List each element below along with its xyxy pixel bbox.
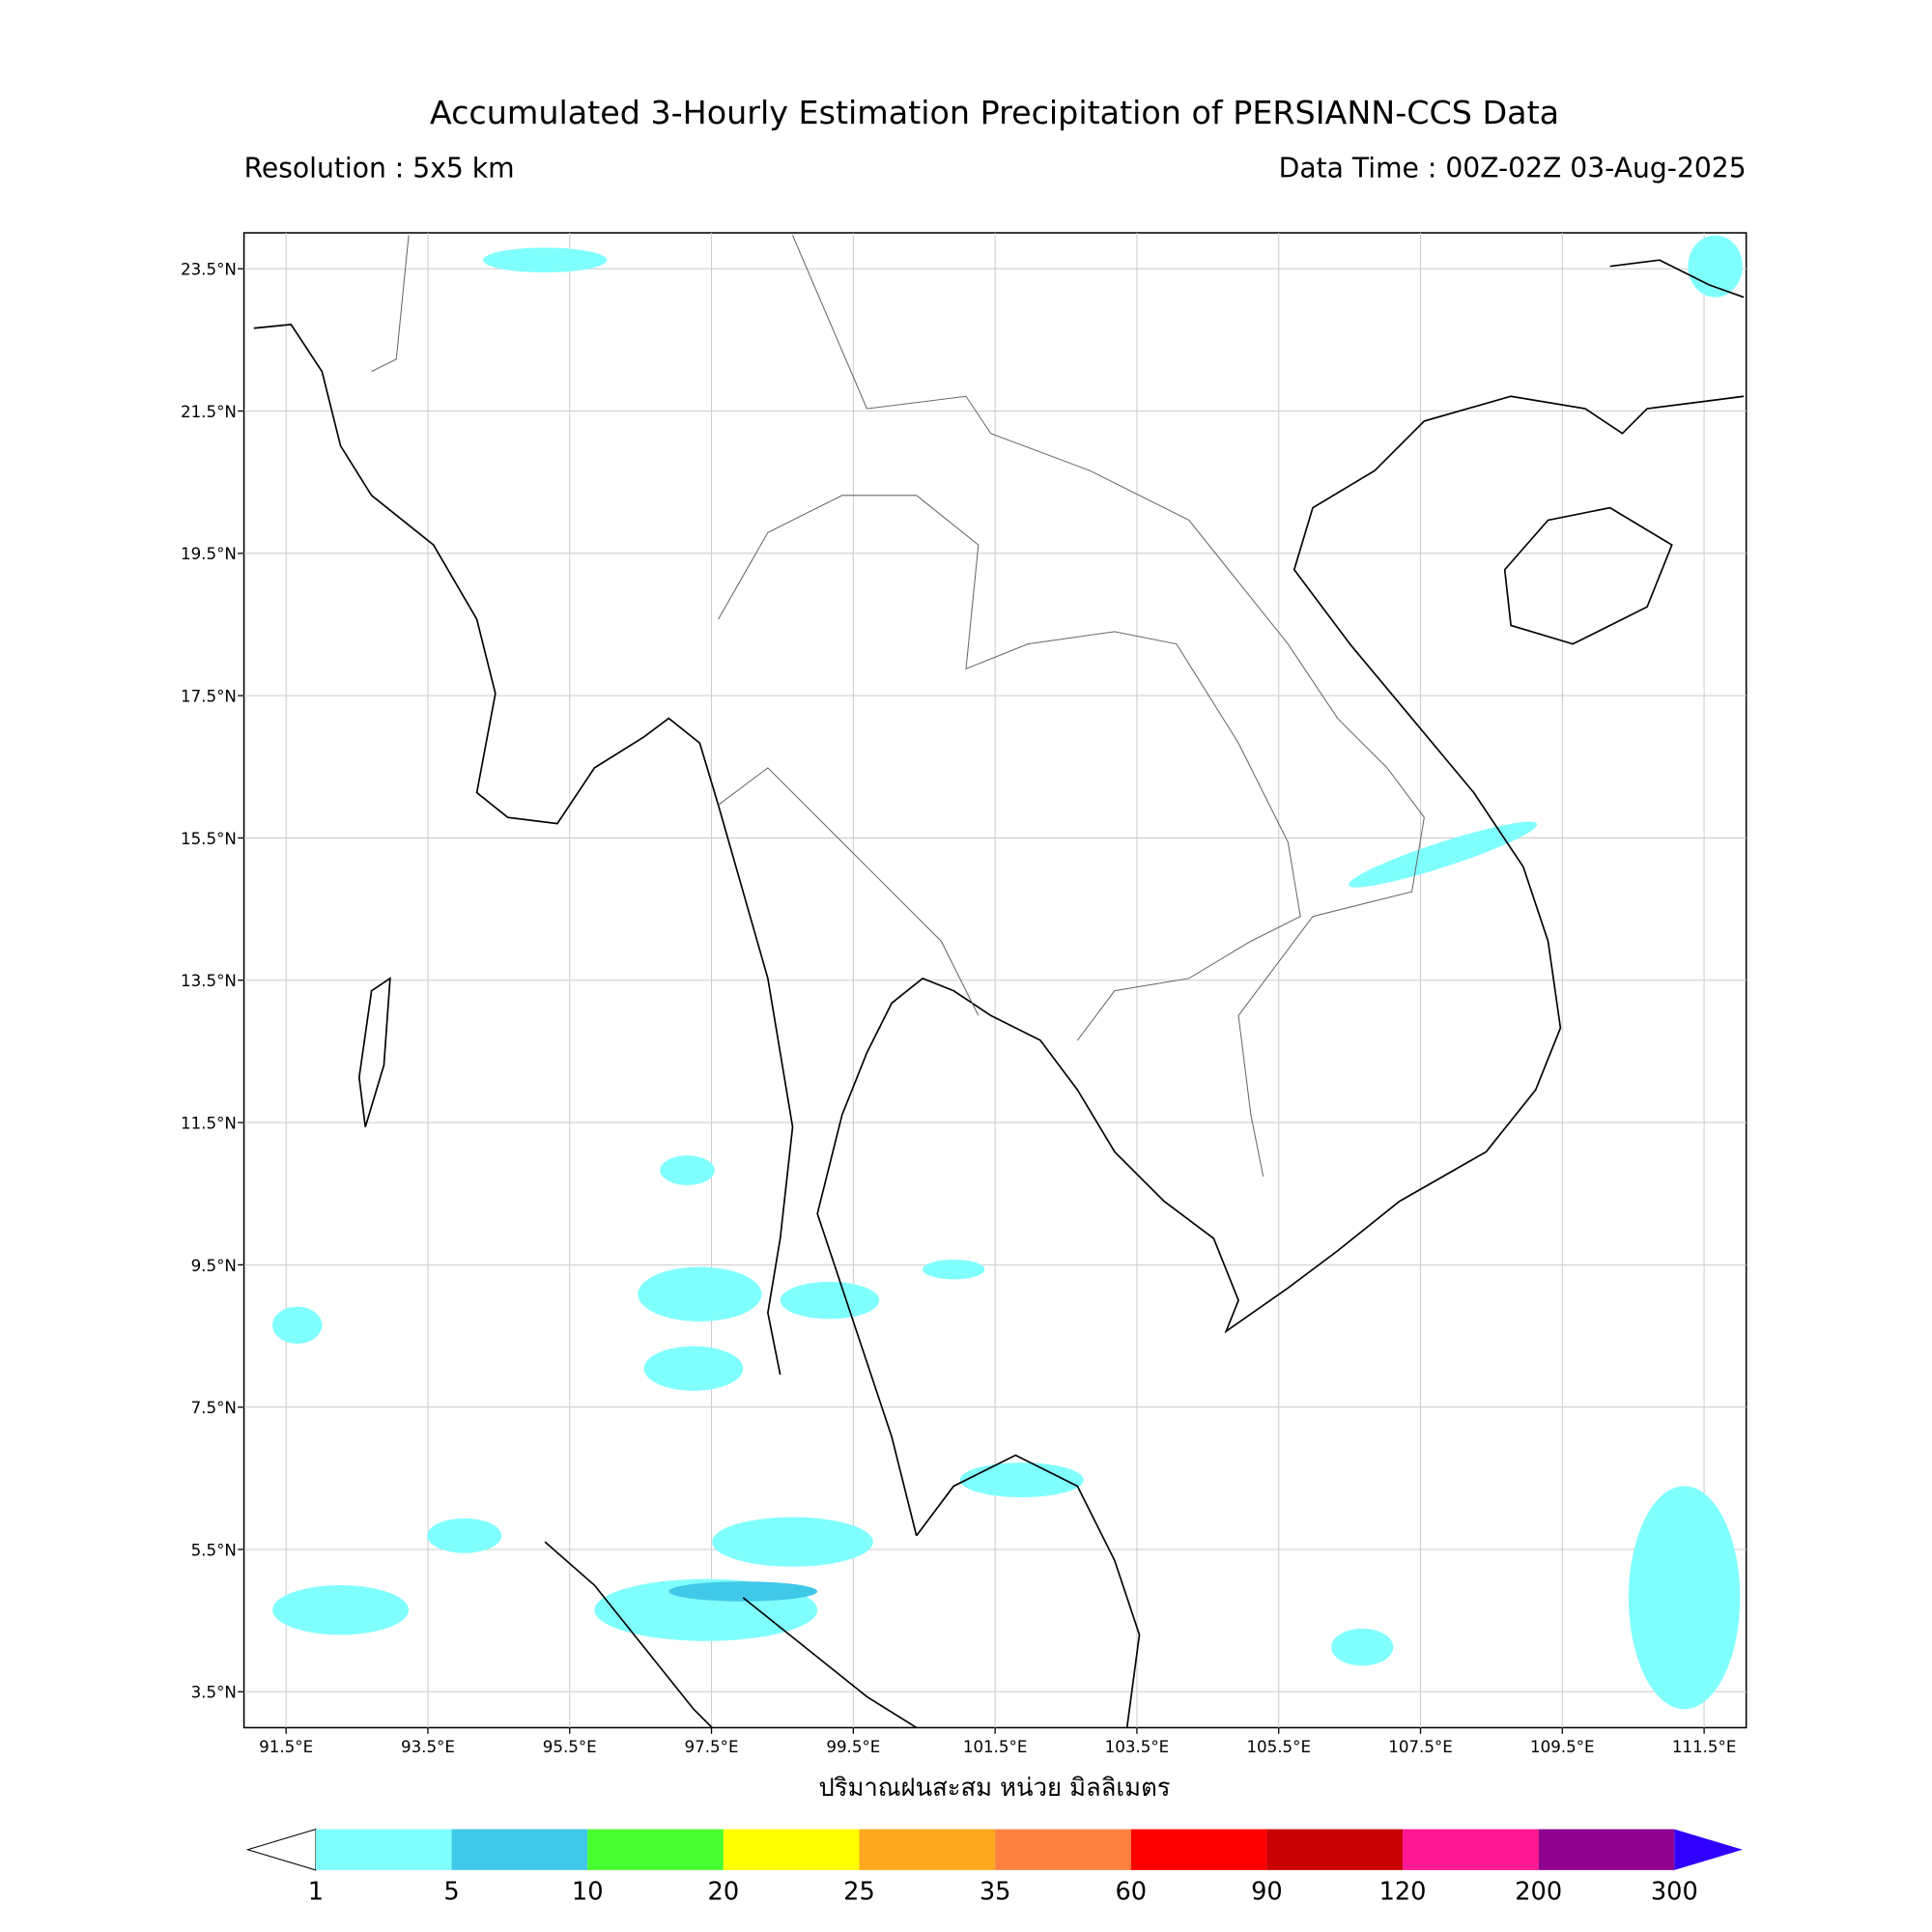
lon-tick-label: 95.5°E <box>543 1738 597 1756</box>
colorbar-under <box>245 1828 317 1871</box>
lon-tick-label: 93.5°E <box>401 1738 455 1756</box>
lat-tick-label: 15.5°N <box>181 830 237 848</box>
lat-tick-label: 7.5°N <box>191 1399 237 1417</box>
rain-area <box>712 1517 873 1567</box>
rain-area <box>483 247 608 273</box>
colorbar-label: 5 <box>443 1878 459 1907</box>
rain-area <box>1628 1486 1741 1710</box>
map-area <box>238 232 1747 1734</box>
lon-tick-label: 109.5°E <box>1530 1738 1595 1756</box>
lon-tick-label: 111.5°E <box>1672 1738 1737 1756</box>
coastline <box>742 1597 918 1729</box>
lon-tick-label: 107.5°E <box>1388 1738 1453 1756</box>
lon-tick-label: 105.5°E <box>1246 1738 1311 1756</box>
colorbar-label: 20 <box>708 1878 740 1907</box>
colorbar-label: 35 <box>980 1878 1011 1907</box>
colorbar-box <box>1266 1829 1404 1870</box>
coastline <box>816 395 1745 1536</box>
colorbar-label: 25 <box>843 1878 875 1907</box>
colorbar-box <box>1130 1829 1267 1870</box>
lat-tick-label: 17.5°N <box>181 688 237 706</box>
colorbar-label: 120 <box>1379 1878 1427 1907</box>
coastline <box>253 324 794 1376</box>
lat-tick-label: 9.5°N <box>191 1257 237 1275</box>
lat-tick-label: 23.5°N <box>181 261 237 279</box>
rain-area <box>638 1266 762 1321</box>
rain-area <box>780 1281 880 1320</box>
border <box>792 235 1425 1178</box>
colorbar-label: 10 <box>572 1878 604 1907</box>
rain-area <box>668 1581 818 1602</box>
lon-tick-label: 103.5°E <box>1105 1738 1170 1756</box>
rain-area <box>1348 821 1538 888</box>
rain-area <box>923 1259 985 1280</box>
lat-tick-label: 19.5°N <box>181 545 237 563</box>
precipitation <box>272 235 1743 1710</box>
lon-tick-label: 99.5°E <box>826 1738 880 1756</box>
lon-tick-label: 101.5°E <box>963 1738 1028 1756</box>
lat-tick-label: 3.5°N <box>191 1684 237 1702</box>
lat-tick-label: 5.5°N <box>191 1541 237 1559</box>
lat-tick-label: 21.5°N <box>181 403 237 421</box>
colorbar-box <box>451 1829 588 1870</box>
rain-area <box>660 1155 715 1185</box>
rain-area <box>1331 1628 1394 1666</box>
borders <box>371 235 1425 1178</box>
lat-tick-label: 11.5°N <box>181 1114 237 1132</box>
coastlines <box>253 259 1745 1729</box>
border <box>718 767 980 1016</box>
colorbar-box <box>587 1829 724 1870</box>
lon-tick-label: 97.5°E <box>685 1738 739 1756</box>
colorbar-label: 90 <box>1251 1878 1283 1907</box>
lon-tick-label: 91.5°E <box>259 1738 313 1756</box>
coastline <box>1503 506 1673 645</box>
data-time: Data Time : 00Z-02Z 03-Aug-2025 <box>1279 152 1747 184</box>
rain-area <box>1688 235 1743 298</box>
colorbar-label: 200 <box>1515 1878 1562 1907</box>
resolution: Resolution : 5x5 km <box>244 152 515 184</box>
rain-area <box>272 1585 410 1635</box>
colorbar-label: 300 <box>1651 1878 1698 1907</box>
colorbar-box <box>1538 1829 1675 1870</box>
border <box>371 235 410 373</box>
colorbar-box <box>995 1829 1131 1870</box>
rain-area <box>959 1463 1084 1497</box>
colorbar-label: 60 <box>1115 1878 1147 1907</box>
island <box>357 977 391 1127</box>
rain-area <box>643 1346 744 1391</box>
lat-tick-label: 13.5°N <box>181 972 237 990</box>
colorbar-label: 1 <box>308 1878 324 1907</box>
colorbar-box <box>315 1829 452 1870</box>
colorbar-box <box>1403 1829 1539 1870</box>
coastline <box>916 1454 1141 1728</box>
colorbar: 1 5 10 20 25 35 60 90 120 200 300 <box>245 1828 1743 1907</box>
title: Accumulated 3-Hourly Estimation Precipit… <box>430 94 1559 131</box>
rain-area <box>427 1518 502 1553</box>
coastline <box>544 1541 713 1729</box>
rain-area <box>272 1306 323 1345</box>
border <box>718 495 1301 1041</box>
coastline <box>1609 259 1745 298</box>
colorbar-box <box>859 1829 996 1870</box>
colorbar-box <box>723 1829 860 1870</box>
colorbar-over <box>1674 1829 1743 1870</box>
x-axis-label: ปริมาณฝนสะสม หน่วย มิลลิเมตร <box>818 1774 1170 1803</box>
